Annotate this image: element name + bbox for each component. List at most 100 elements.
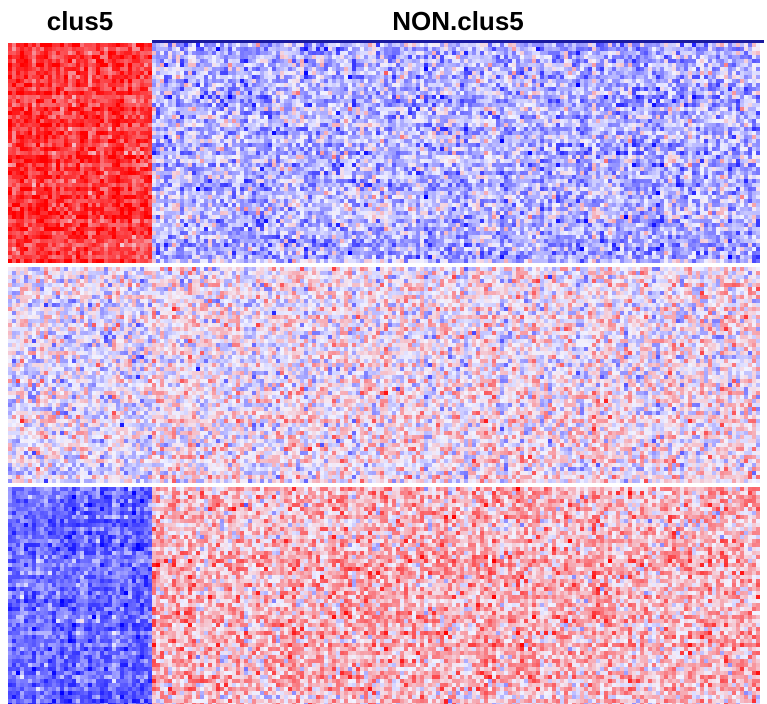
heatmap-cell [664, 75, 668, 79]
heatmap-cell [736, 79, 740, 83]
heatmap-cell [612, 75, 616, 79]
heatmap-cell [240, 131, 244, 135]
heatmap-cell [552, 87, 556, 91]
heatmap-cell [220, 135, 224, 139]
heatmap-cell [704, 131, 708, 135]
heatmap-cell [424, 135, 428, 139]
heatmap-cell [680, 59, 684, 63]
heatmap-cell [692, 47, 696, 51]
heatmap-cell [548, 131, 552, 135]
heatmap-cell [412, 51, 416, 55]
heatmap-cell [40, 139, 44, 143]
heatmap-cell [372, 95, 376, 99]
heatmap-cell [100, 47, 104, 51]
heatmap-cell [436, 147, 440, 151]
heatmap-cell [696, 91, 700, 95]
heatmap-cell [288, 67, 292, 71]
heatmap-cell [696, 71, 700, 75]
heatmap-cell [660, 99, 664, 103]
heatmap-cell [80, 103, 84, 107]
heatmap-cell [132, 91, 136, 95]
heatmap-cell [344, 67, 348, 71]
heatmap-cell [56, 63, 60, 67]
heatmap-cell [128, 51, 132, 55]
heatmap-cell [704, 91, 708, 95]
heatmap-cell [560, 119, 564, 123]
heatmap-cell [424, 71, 428, 75]
heatmap-cell [528, 143, 532, 147]
heatmap-cell [456, 79, 460, 83]
heatmap-cell [332, 147, 336, 151]
heatmap-cell [140, 71, 144, 75]
heatmap-cell [508, 103, 512, 107]
heatmap-cell [16, 91, 20, 95]
heatmap-cell [392, 99, 396, 103]
heatmap-cell [608, 43, 612, 47]
heatmap-cell [416, 95, 420, 99]
heatmap-cell [172, 59, 176, 63]
heatmap-cell [296, 119, 300, 123]
heatmap-cell [276, 127, 280, 131]
heatmap-cell [140, 147, 144, 151]
heatmap-cell [76, 51, 80, 55]
heatmap-cell [472, 99, 476, 103]
heatmap-cell [296, 139, 300, 143]
heatmap-cell [500, 115, 504, 119]
heatmap-cell [452, 103, 456, 107]
heatmap-cell [36, 75, 40, 79]
heatmap-cell [20, 87, 24, 91]
heatmap-cell [392, 103, 396, 107]
heatmap-cell [564, 115, 568, 119]
heatmap-cell [548, 107, 552, 111]
heatmap-cell [152, 51, 156, 55]
heatmap-cell [644, 143, 648, 147]
heatmap-cell [572, 131, 576, 135]
heatmap-cell [544, 119, 548, 123]
heatmap-cell [200, 115, 204, 119]
heatmap-cell [696, 55, 700, 59]
heatmap-cell [276, 43, 280, 47]
heatmap-cell [636, 111, 640, 115]
heatmap-cell [80, 47, 84, 51]
heatmap-cell [224, 51, 228, 55]
heatmap-cell [24, 51, 28, 55]
heatmap-cell [484, 55, 488, 59]
heatmap-cell [656, 99, 660, 103]
heatmap-cell [320, 107, 324, 111]
heatmap-cell [596, 107, 600, 111]
heatmap-cell [316, 63, 320, 67]
heatmap-cell [644, 99, 648, 103]
heatmap-cell [172, 55, 176, 59]
heatmap-cell [120, 75, 124, 79]
heatmap-cell [280, 95, 284, 99]
heatmap-cell [324, 55, 328, 59]
heatmap-cell [144, 115, 148, 119]
heatmap-cell [684, 55, 688, 59]
heatmap-cell [608, 47, 612, 51]
heatmap-cell [704, 123, 708, 127]
heatmap-cell [400, 63, 404, 67]
heatmap-cell [68, 103, 72, 107]
heatmap-cell [192, 123, 196, 127]
heatmap-cell [564, 63, 568, 67]
column-group-bar [152, 40, 764, 43]
heatmap-cell [680, 143, 684, 147]
heatmap-cell [560, 135, 564, 139]
heatmap-cell [460, 51, 464, 55]
heatmap-cell [376, 95, 380, 99]
heatmap-cell [572, 79, 576, 83]
heatmap-cell [468, 79, 472, 83]
heatmap-cell [136, 83, 140, 87]
heatmap-cell [64, 143, 68, 147]
heatmap-cell [120, 87, 124, 91]
heatmap-cell [152, 131, 156, 135]
heatmap-cell [744, 67, 748, 71]
heatmap-cell [356, 55, 360, 59]
heatmap-cell [108, 51, 112, 55]
heatmap-cell [124, 55, 128, 59]
heatmap-cell [56, 135, 60, 139]
heatmap-cell [172, 107, 176, 111]
heatmap-cell [528, 95, 532, 99]
heatmap-cell [304, 55, 308, 59]
heatmap-cell [128, 115, 132, 119]
